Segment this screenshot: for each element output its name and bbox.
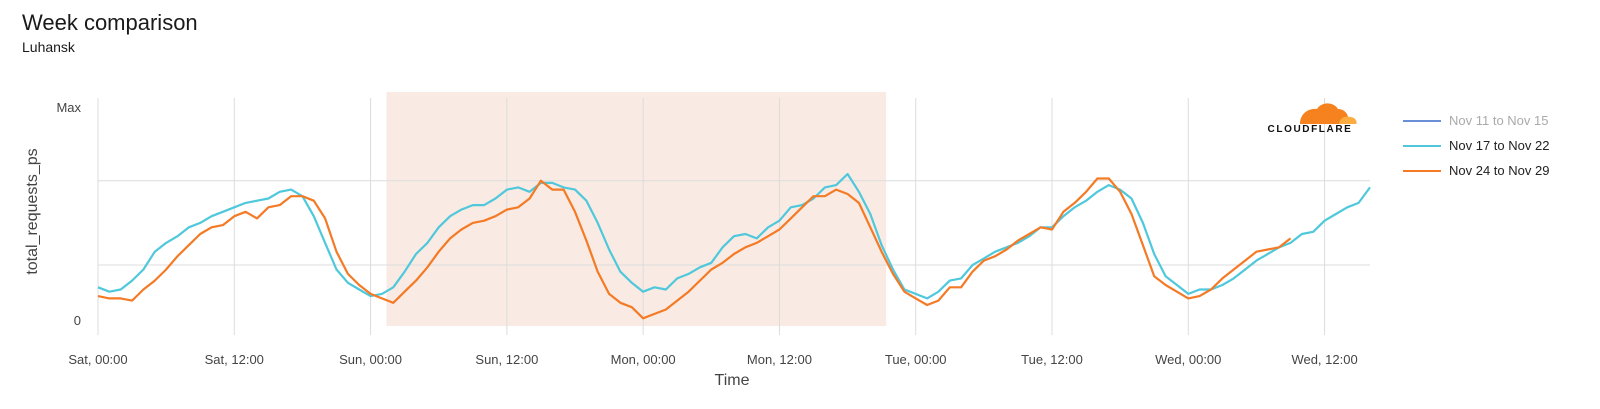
legend-label: Nov 11 to Nov 15 [1449,113,1549,128]
x-tick-label: Sat, 00:00 [68,352,127,367]
x-tick-label: Sun, 00:00 [339,352,402,367]
series-lines [97,172,1371,320]
x-tick-label: Tue, 12:00 [1021,352,1083,367]
y-axis-ticks: Max 0 [56,100,81,328]
x-axis-ticks: Sat, 00:00 Sat, 12:00 Sun, 00:00 Sun, 12:00… [68,352,1357,367]
chart-subtitle: Luhansk [22,39,75,55]
legend-item[interactable]: Nov 24 to Nov 29 [1403,158,1549,183]
x-tick-label: Mon, 12:00 [747,352,812,367]
legend-swatch [1403,169,1441,172]
y-tick-label: 0 [74,313,81,328]
y-tick-label: Max [56,100,81,115]
y-axis-title: total_requests_ps [24,148,41,274]
legend-label: Nov 24 to Nov 29 [1449,163,1550,178]
x-axis-title: Time [715,372,750,389]
legend-item[interactable]: Nov 17 to Nov 22 [1403,133,1549,158]
x-tick-label: Tue, 00:00 [885,352,947,367]
cloud-icon [1300,103,1357,124]
gridlines [97,98,1370,335]
series-line-2 [97,172,1371,300]
series-line-3 [97,177,1292,320]
x-tick-label: Sun, 12:00 [475,352,538,367]
x-tick-label: Sat, 12:00 [205,352,264,367]
cloudflare-logo: CLOUDFLARE [1262,100,1358,136]
x-tick-label: Wed, 00:00 [1155,352,1221,367]
legend-swatch [1403,119,1441,122]
chart-title: Week comparison [22,10,198,35]
x-tick-label: Wed, 12:00 [1291,352,1357,367]
legend-label: Nov 17 to Nov 22 [1449,138,1550,153]
x-tick-label: Mon, 00:00 [611,352,676,367]
legend-item[interactable]: Nov 11 to Nov 15 [1403,108,1549,133]
legend-swatch [1403,144,1441,147]
chart-legend: Nov 11 to Nov 15 Nov 17 to Nov 22 Nov 24 t… [1403,108,1549,183]
cloudflare-wordmark: CLOUDFLARE [1267,124,1353,135]
